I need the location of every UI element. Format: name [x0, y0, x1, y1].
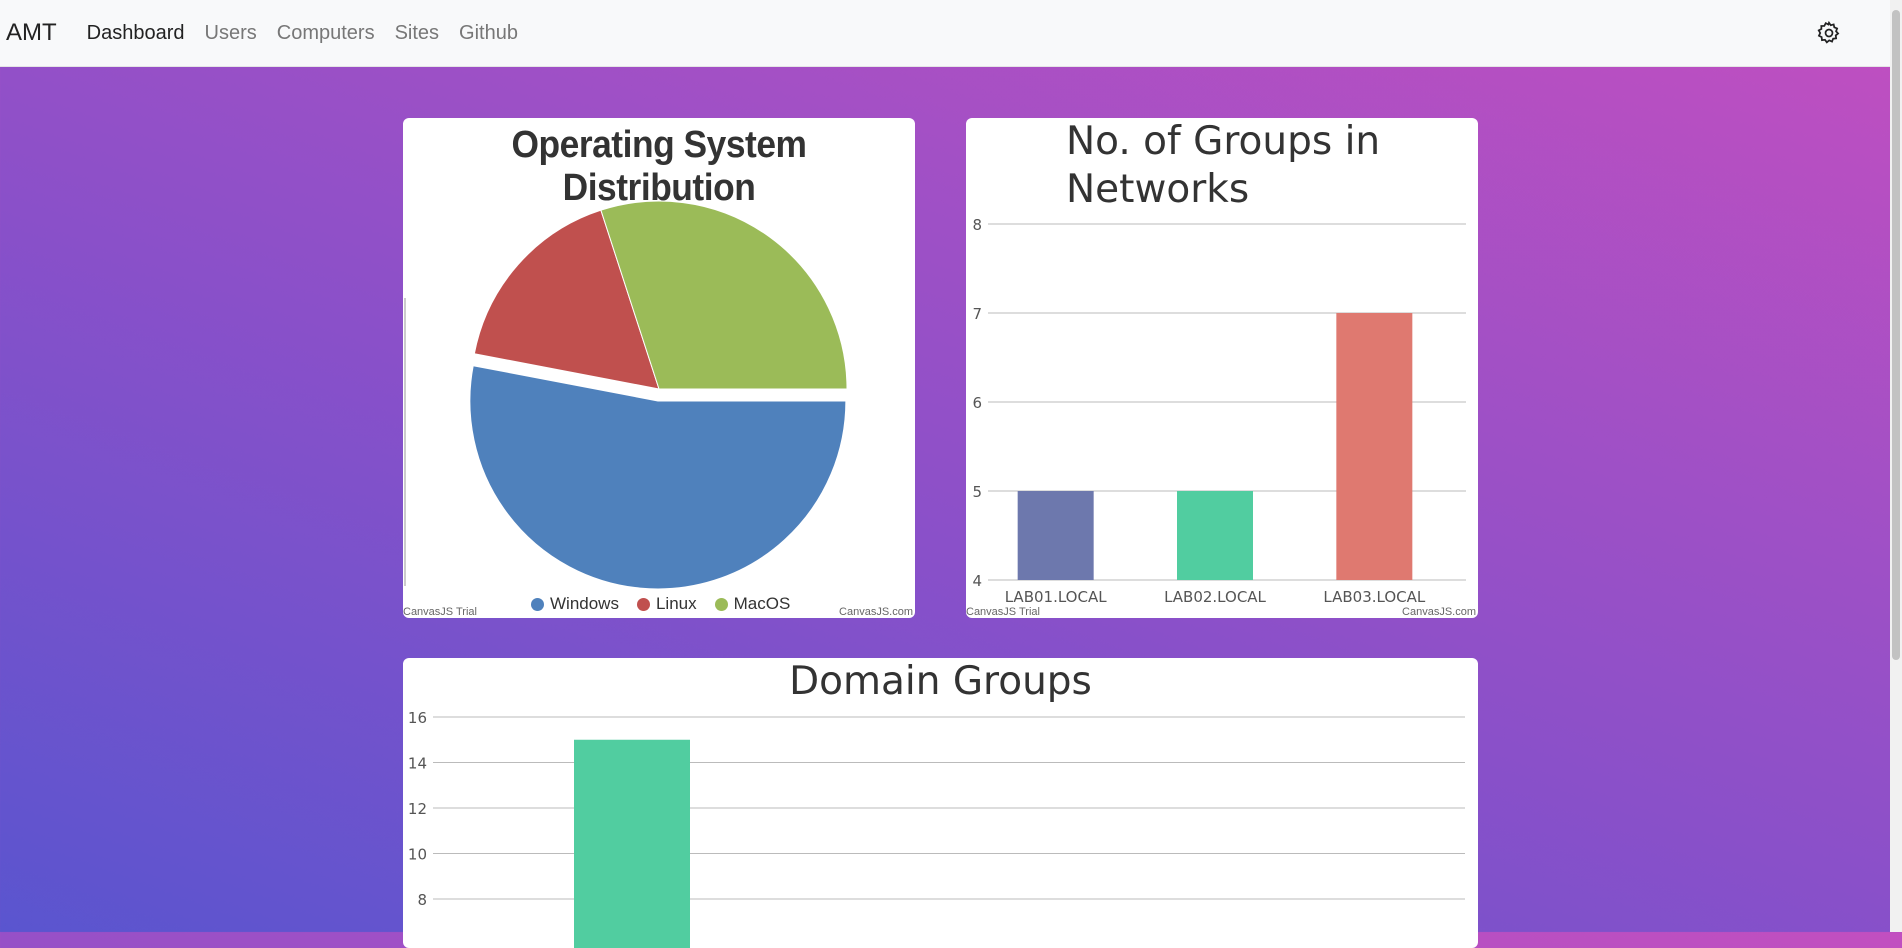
legend-label-windows: Windows [550, 594, 619, 613]
network-groups-card: No. of Groups in Networks 4 5 6 7 8 LAB01.LOC… [966, 118, 1478, 618]
y-tick-label: 12 [408, 800, 427, 818]
y-tick-label: 10 [408, 846, 427, 864]
navbar: AMT Dashboard Users Computers Sites Gith… [0, 0, 1890, 67]
os-legend: Windows Linux MacOS [531, 594, 790, 614]
canvasjs-trial-watermark: CanvasJS Trial [403, 606, 477, 618]
nav-computers[interactable]: Computers [276, 21, 375, 44]
pie-slice-windows [469, 365, 847, 590]
domain-chart-title: Domain Groups [789, 659, 1092, 704]
nav-github[interactable]: Github [459, 21, 518, 44]
y-tick-label: 4 [972, 572, 982, 590]
network-bar-chart: 4 5 6 7 8 LAB01.LOCAL LAB02.LOCAL LAB03.LOCAL [972, 216, 1466, 606]
x-tick-label: LAB03.LOCAL [1323, 588, 1425, 606]
nav-sites[interactable]: Sites [394, 21, 440, 44]
pie-slice-linux [473, 209, 660, 390]
legend-dot-linux [636, 597, 650, 611]
y-tick-label: 16 [408, 709, 427, 727]
y-tick-label: 8 [972, 216, 982, 234]
legend-dot-macos [714, 597, 728, 611]
legend-linux[interactable]: Linux [636, 594, 697, 614]
domain-bar-chart: 8 10 12 14 16 [408, 709, 1465, 948]
bar-lab03-local [1336, 313, 1413, 580]
x-tick-label: LAB01.LOCAL [1005, 588, 1107, 606]
scrollbar-thumb[interactable] [1892, 10, 1900, 660]
y-tick-label: 8 [417, 891, 427, 909]
y-tick-label: 7 [972, 305, 982, 323]
legend-label-linux: Linux [655, 594, 697, 613]
bar-domain-groups [574, 739, 690, 948]
y-tick-label: 6 [972, 394, 982, 412]
legend-label-macos: MacOS [733, 594, 791, 613]
os-pie-chart [404, 200, 848, 590]
canvasjs-trial-watermark: CanvasJS Trial [966, 606, 1040, 618]
legend-windows[interactable]: Windows [531, 594, 619, 614]
domain-groups-card: Domain Groups 8 10 12 14 16 [403, 658, 1478, 948]
page-scrollbar[interactable] [1890, 0, 1902, 932]
os-distribution-card: Operating System Distribution Windows Li… [403, 118, 915, 618]
x-tick-label: LAB02.LOCAL [1164, 588, 1266, 606]
y-tick-label: 14 [408, 755, 427, 773]
bar-lab02-local [1177, 491, 1253, 580]
network-chart-title: No. of Groups in Networks [1066, 119, 1381, 212]
nav-dashboard[interactable]: Dashboard [86, 21, 185, 44]
brand-logo[interactable]: AMT [6, 19, 57, 46]
y-tick-label: 5 [972, 483, 982, 501]
pie-slice-macos [600, 200, 848, 390]
legend-dot-windows [531, 597, 544, 611]
nav-users[interactable]: Users [204, 21, 257, 44]
os-chart-title: Operating System Distribution [511, 124, 807, 209]
canvasjs-link[interactable]: CanvasJS.com [839, 606, 913, 618]
canvasjs-link[interactable]: CanvasJS.com [1402, 606, 1476, 618]
gear-icon[interactable] [1816, 20, 1842, 46]
legend-macos[interactable]: MacOS [714, 594, 791, 614]
bar-lab01-local [1017, 491, 1094, 580]
